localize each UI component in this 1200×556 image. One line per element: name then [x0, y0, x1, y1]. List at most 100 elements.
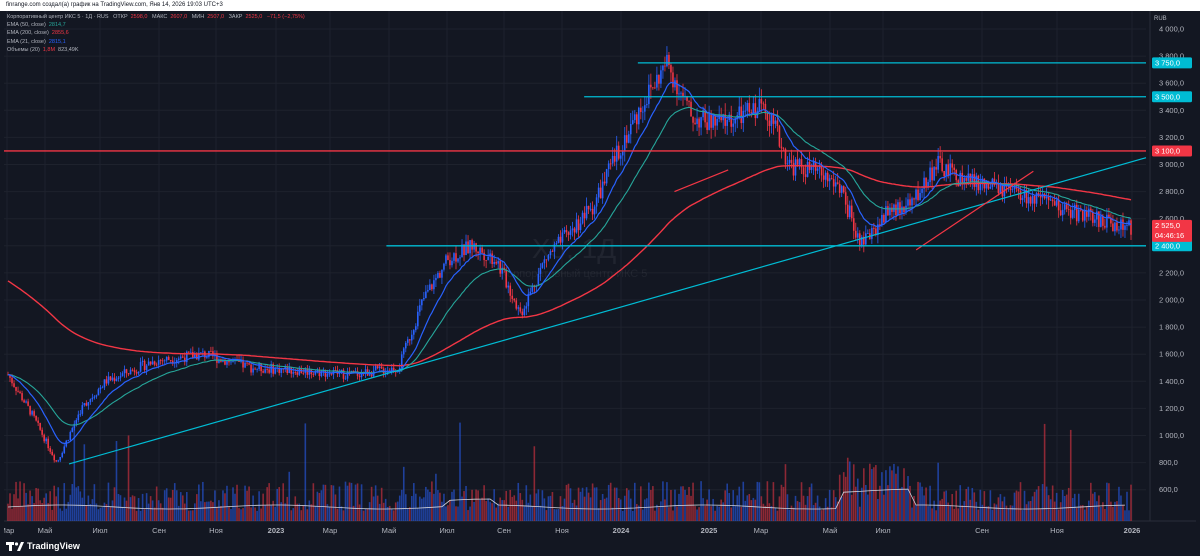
volume-bar [879, 485, 881, 521]
volume-bar [834, 497, 837, 521]
level-tag [1152, 240, 1192, 252]
volume-bar [792, 507, 795, 521]
volume-bar [69, 494, 72, 521]
x-tick-label: Ноя [209, 526, 223, 535]
candle-body [1045, 196, 1048, 199]
ema200-line [7, 165, 1132, 367]
y-tick-label: 1 400,0 [1159, 377, 1184, 386]
candle-body [1106, 214, 1108, 228]
volume-bar [1069, 429, 1072, 521]
volume-bar [840, 496, 843, 521]
last-price-tag [1152, 219, 1192, 242]
volume-bar [441, 501, 443, 521]
volume-bar [593, 487, 596, 521]
candle-body [447, 255, 449, 261]
volume-bar [682, 486, 684, 521]
volume-bar [1110, 501, 1112, 521]
volume-bar [33, 503, 35, 521]
ohlc-open-label: ОТКР [113, 14, 128, 20]
legend-ema50-row[interactable]: EMA (50, close) 2814,7 [7, 21, 308, 29]
candle-body [619, 155, 622, 159]
volume-bar [194, 503, 196, 521]
candle-body [680, 92, 682, 94]
candle-body [250, 364, 252, 373]
volume-bar [975, 501, 978, 521]
volume-bar [200, 501, 202, 521]
volume-bar [909, 485, 911, 521]
candle-body [408, 339, 411, 341]
candle-body [451, 260, 453, 266]
legend-volume-row[interactable]: Объемы (20) 1,8M 823,49K [7, 46, 308, 54]
candle-body [927, 182, 929, 188]
candle-body [985, 181, 988, 189]
candle-body [549, 251, 552, 256]
candle-body [475, 243, 477, 252]
tradingview-logo[interactable]: TradingView [6, 541, 80, 551]
candle-body [179, 356, 182, 359]
candle-body [852, 218, 855, 231]
volume-bar [177, 505, 180, 521]
candle-body [640, 107, 642, 113]
volume-bar [744, 500, 747, 521]
volume-bar [258, 491, 260, 521]
candle-body [11, 377, 13, 384]
candle-body [348, 372, 351, 374]
volume-bar [183, 503, 186, 521]
candle-body [370, 374, 373, 377]
volume-bar [503, 500, 506, 521]
candle-body [1114, 222, 1116, 232]
volume-bar [206, 501, 208, 521]
price-chart[interactable]: 4 000,0 3 800,0 3 600,0 3 400,0 3 200,0 3 000… [4, 11, 1196, 539]
volume-bar [746, 495, 749, 521]
candle-body [9, 374, 11, 378]
volume-bar [175, 490, 178, 521]
volume-bar [571, 502, 574, 521]
volume-bar [290, 510, 293, 521]
candle-body [766, 113, 769, 121]
x-tick-label: 2026 [1124, 526, 1141, 535]
legend-instrument-row[interactable]: Корпоративный центр ИКС 5 · 1Д · RUS ОТК… [7, 13, 308, 21]
candle-body [822, 175, 825, 180]
candle-body [1130, 220, 1132, 235]
legend-ema200-row[interactable]: EMA (200, close) 2855,6 [7, 29, 308, 37]
volume-bar [535, 493, 538, 521]
volume-bar [852, 464, 855, 521]
candle-body [1075, 204, 1078, 222]
volume-bar [981, 504, 984, 521]
volume-bar [959, 485, 962, 521]
candle-body [181, 356, 184, 358]
candle-body [1092, 211, 1094, 223]
candle-body [1124, 225, 1126, 230]
volume-bar [37, 488, 39, 521]
candle-body [117, 377, 120, 379]
volume-bar [1035, 489, 1038, 521]
candle-body [437, 273, 439, 278]
candle-body [358, 375, 361, 378]
candle-body [31, 411, 33, 415]
volume-bar [519, 493, 522, 521]
candle-body [246, 362, 248, 364]
candle-body [483, 252, 485, 261]
volume-bar [210, 500, 212, 521]
candle-body [563, 229, 566, 233]
candle-body [183, 357, 186, 363]
candle-body [19, 391, 21, 394]
ema50-value: 2814,7 [48, 22, 66, 29]
candle-body [1051, 199, 1054, 202]
candle-body [1098, 211, 1100, 227]
trendline-wedge [915, 170, 1034, 251]
volume-bar [722, 502, 724, 521]
candle-body [107, 376, 110, 384]
candle-body [439, 273, 441, 278]
volume-bar [1053, 501, 1056, 521]
legend-ema21-row[interactable]: EMA (21, close) 2815,1 [7, 38, 308, 46]
volume-bar [457, 506, 459, 521]
volume-bar [17, 498, 19, 521]
chart-panel[interactable]: 4 000,0 3 800,0 3 600,0 3 400,0 3 200,0 3 000… [4, 11, 1196, 539]
candle-body [758, 99, 761, 112]
candle-body [945, 164, 947, 177]
volume-bar [822, 508, 825, 521]
candle-body [559, 236, 562, 243]
volume-bar [642, 509, 644, 521]
x-tick-label: Мар [323, 526, 338, 535]
